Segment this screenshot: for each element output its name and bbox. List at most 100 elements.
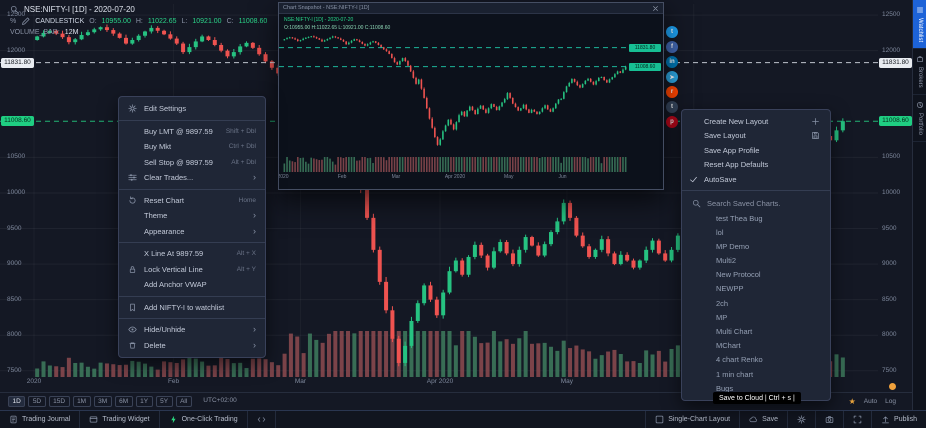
menu-divider — [119, 295, 265, 297]
series-name[interactable]: CANDLESTICK — [35, 18, 85, 25]
context-menu-item[interactable]: Add NIFTY-I to watchlist — [119, 300, 265, 316]
context-menu-item[interactable]: Appearance › — [119, 224, 265, 240]
close-icon[interactable] — [652, 5, 659, 12]
context-menu-item[interactable]: Sell Stop @ 9897.59 Alt + Dbl — [119, 155, 265, 171]
context-menu-item[interactable]: Lock Vertical Line Alt + Y — [119, 262, 265, 278]
snapshot-title: Chart Snapshot - NSE:NIFTY-I [1D] — [283, 5, 370, 11]
context-menu-item[interactable]: Buy Mkt Ctrl + Dbl — [119, 139, 265, 155]
price-tick: 12000 — [7, 46, 26, 54]
sidebar-tab-brokers[interactable]: Brokers — [913, 49, 926, 95]
saved-chart-item[interactable]: MP Demo — [716, 241, 750, 251]
trading-journal-button[interactable]: Trading Journal — [0, 411, 81, 428]
saved-chart-item[interactable]: NEWPP — [716, 284, 744, 294]
spacer — [128, 158, 137, 167]
menu-item-label: Sell Stop @ 9897.59 — [144, 157, 213, 167]
saved-chart-item[interactable]: Multi Chart — [716, 327, 753, 336]
save-button[interactable]: Save — [739, 411, 787, 428]
high-label: H: — [135, 18, 143, 25]
search-input[interactable] — [707, 198, 812, 208]
code-button[interactable] — [248, 411, 276, 428]
range-button-all[interactable]: All — [175, 396, 192, 407]
saved-chart-item[interactable]: 2ch — [716, 298, 729, 308]
notification-dot[interactable] — [889, 383, 896, 390]
expand-button[interactable] — [843, 411, 871, 428]
linkedin-share-icon[interactable]: in — [666, 56, 678, 68]
saved-chart-item[interactable]: 1 min chart — [716, 369, 754, 379]
symbol-search-icon[interactable] — [10, 5, 19, 14]
price-tick: 9000 — [7, 260, 22, 268]
context-menu-item[interactable]: Delete › — [119, 338, 265, 354]
range-button-15d[interactable]: 15D — [48, 396, 70, 407]
volume-series-label[interactable]: VOLUME_BAR: — [10, 29, 60, 36]
price-tick: 10500 — [7, 153, 26, 161]
context-menu-item[interactable]: Hide/Unhide › — [119, 322, 265, 338]
chevron-right-icon: › — [253, 339, 256, 350]
layout-menu-item[interactable]: AutoSave — [682, 172, 830, 187]
scale-log-button[interactable]: Log — [885, 398, 896, 405]
price-badge: 11008.60 — [1, 116, 34, 127]
range-button-6m[interactable]: 6M — [114, 396, 133, 407]
price-tick: 8500 — [882, 295, 897, 303]
chart-legend: NSE:NIFTY-I [1D] - 2020-07-20 % CANDLEST… — [10, 5, 267, 39]
sidebar-tab-watchlist[interactable]: Watchlist — [913, 0, 926, 50]
range-button-1d[interactable]: 1D — [8, 396, 26, 407]
context-menu-item[interactable]: X Line At 9897.59 Alt + X — [119, 246, 265, 262]
snapshot-price-badge: 11831.80 — [629, 43, 661, 52]
context-menu-item[interactable]: Reset Chart Home — [119, 193, 265, 209]
range-button-5d[interactable]: 5D — [28, 396, 46, 407]
chart-snapshot-window[interactable]: Chart Snapshot - NSE:NIFTY-I [1D] NSE:NI… — [278, 2, 664, 190]
range-button-1m[interactable]: 1M — [72, 396, 91, 407]
saved-chart-item[interactable]: lol — [716, 227, 724, 237]
saved-chart-item[interactable]: Bugs — [716, 383, 734, 393]
saved-chart-item[interactable]: test Thea Bug — [716, 213, 763, 223]
snapshot-titlebar[interactable]: Chart Snapshot - NSE:NIFTY-I [1D] — [279, 3, 663, 14]
layout-menu-item[interactable]: Create New Layout — [682, 114, 830, 129]
favorite-star-icon[interactable]: ★ — [848, 396, 856, 406]
saved-chart-item[interactable]: MChart — [716, 341, 741, 351]
edit-icon[interactable] — [21, 17, 30, 26]
saved-chart-item[interactable]: MP — [716, 312, 728, 322]
saved-charts-search[interactable] — [682, 194, 830, 212]
layout-menu-item[interactable]: Reset App Defaults — [682, 158, 830, 173]
publish-button[interactable]: Publish — [871, 411, 926, 428]
menu-divider — [119, 188, 265, 190]
context-menu-item[interactable]: Add Anchor VWAP — [119, 277, 265, 293]
context-menu-item[interactable]: Edit Settings — [119, 101, 265, 117]
time-label: Apr 2020 — [426, 378, 454, 385]
percent-scale-icon[interactable]: % — [10, 18, 17, 25]
menu-item-label: Hide/Unhide — [144, 325, 186, 335]
menu-item-label: Appearance — [144, 226, 185, 236]
saved-chart-item[interactable]: New Protocol — [716, 270, 761, 280]
saved-chart-item[interactable]: Multi2 — [716, 256, 737, 266]
scale-auto-button[interactable]: Auto — [863, 398, 878, 405]
layout-menu-item[interactable]: Save Layout — [682, 129, 830, 144]
gear-button[interactable] — [787, 411, 815, 428]
range-button-5y[interactable]: 5Y — [155, 396, 173, 407]
trading-widget-button[interactable]: Trading Widget — [80, 411, 160, 428]
telegram-share-icon[interactable]: ➤ — [666, 71, 678, 83]
price-axis-right[interactable]: 12500 12000 10500 10000 9500 9000 8500 8000 7500 — [878, 0, 912, 392]
price-badge: 11831.80 — [1, 57, 34, 68]
context-menu-item[interactable]: Buy LMT @ 9897.59 Shift + Dbl — [119, 124, 265, 140]
context-menu-item[interactable]: Clear Trades... › — [119, 170, 265, 186]
symbol-title[interactable]: NSE:NIFTY-I [1D] - 2020-07-20 — [24, 5, 135, 14]
saved-chart-item[interactable]: 4 chart Renko — [716, 355, 763, 365]
facebook-share-icon[interactable]: f — [666, 41, 678, 53]
one-click-trading-button[interactable]: One-Click Trading — [160, 411, 248, 428]
context-menu-item[interactable]: Theme › — [119, 208, 265, 224]
pinterest-share-icon[interactable]: p — [666, 116, 678, 128]
range-button-3m[interactable]: 3M — [93, 396, 112, 407]
twitter-share-icon[interactable]: t — [666, 26, 678, 38]
reddit-share-icon[interactable]: r — [666, 86, 678, 98]
range-button-1y[interactable]: 1Y — [135, 396, 153, 407]
sidebar-tab-label: Portfolio — [917, 112, 923, 135]
price-axis-left[interactable]: 12500 12000 10500 10000 9500 9000 8500 8000 7500 — [0, 0, 34, 392]
single-chart-layout-button[interactable]: Single-Chart Layout — [645, 411, 739, 428]
timezone-button[interactable]: UTC+02:00 — [203, 397, 237, 404]
camera-button[interactable] — [815, 411, 843, 428]
tumblr-share-icon[interactable]: t — [666, 101, 678, 113]
layout-menu-item[interactable]: Save App Profile — [682, 143, 830, 158]
price-tick: 8000 — [882, 331, 897, 339]
sidebar-tab-portfolio[interactable]: Portfolio — [913, 95, 926, 142]
